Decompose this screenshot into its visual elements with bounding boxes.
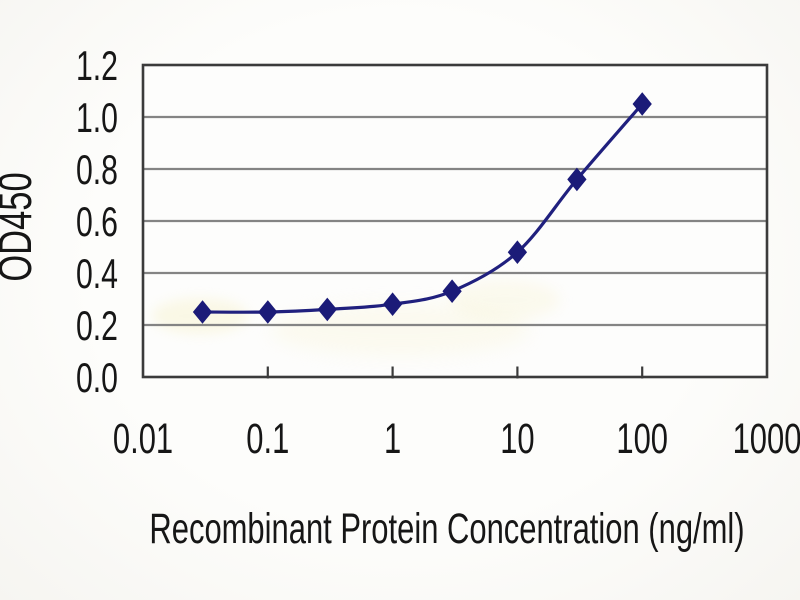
x-tick-label: 10	[500, 414, 534, 462]
data-point-marker	[567, 167, 587, 192]
photo-smudge	[270, 304, 530, 356]
x-axis-title: Recombinant Protein Concentration (ng/ml…	[149, 504, 744, 552]
plot-frame-rect	[141, 63, 769, 379]
y-tick-label: 0.2	[76, 302, 118, 349]
x-tick-label: 1000	[733, 414, 800, 462]
x-tick-label: 0.01	[113, 414, 173, 462]
photo-smudge	[450, 280, 560, 320]
data-point-marker	[192, 300, 213, 324]
x-tick-label: 1	[384, 414, 401, 462]
plot-frame	[141, 63, 769, 379]
data-point-marker	[442, 279, 462, 303]
x-axis-tick-labels: 0.01 0.1 1 10 100 1000	[113, 414, 800, 462]
y-tick-label: 0.8	[76, 146, 118, 193]
x-tick-label: 0.1	[246, 414, 289, 462]
data-point-marker	[258, 300, 278, 324]
data-point-marker	[632, 92, 652, 116]
gridlines	[143, 115, 767, 327]
y-tick-label: 0.4	[76, 250, 118, 297]
data-series	[192, 92, 652, 324]
y-tick-label: 1.0	[76, 94, 118, 141]
x-tick-label: 100	[616, 414, 668, 462]
y-tick-label: 0.6	[76, 198, 118, 245]
data-point-marker	[382, 292, 403, 316]
y-tick-label: 0.0	[76, 354, 118, 401]
y-tick-label: 1.2	[76, 42, 118, 89]
data-point-marker	[507, 240, 528, 264]
x-axis-ticks	[266, 366, 644, 379]
y-axis-title: OD450	[0, 172, 41, 281]
data-point-marker	[317, 297, 337, 322]
y-axis-tick-labels: 0.0 0.2 0.4 0.6 0.8 1.0 1.2	[76, 42, 118, 401]
